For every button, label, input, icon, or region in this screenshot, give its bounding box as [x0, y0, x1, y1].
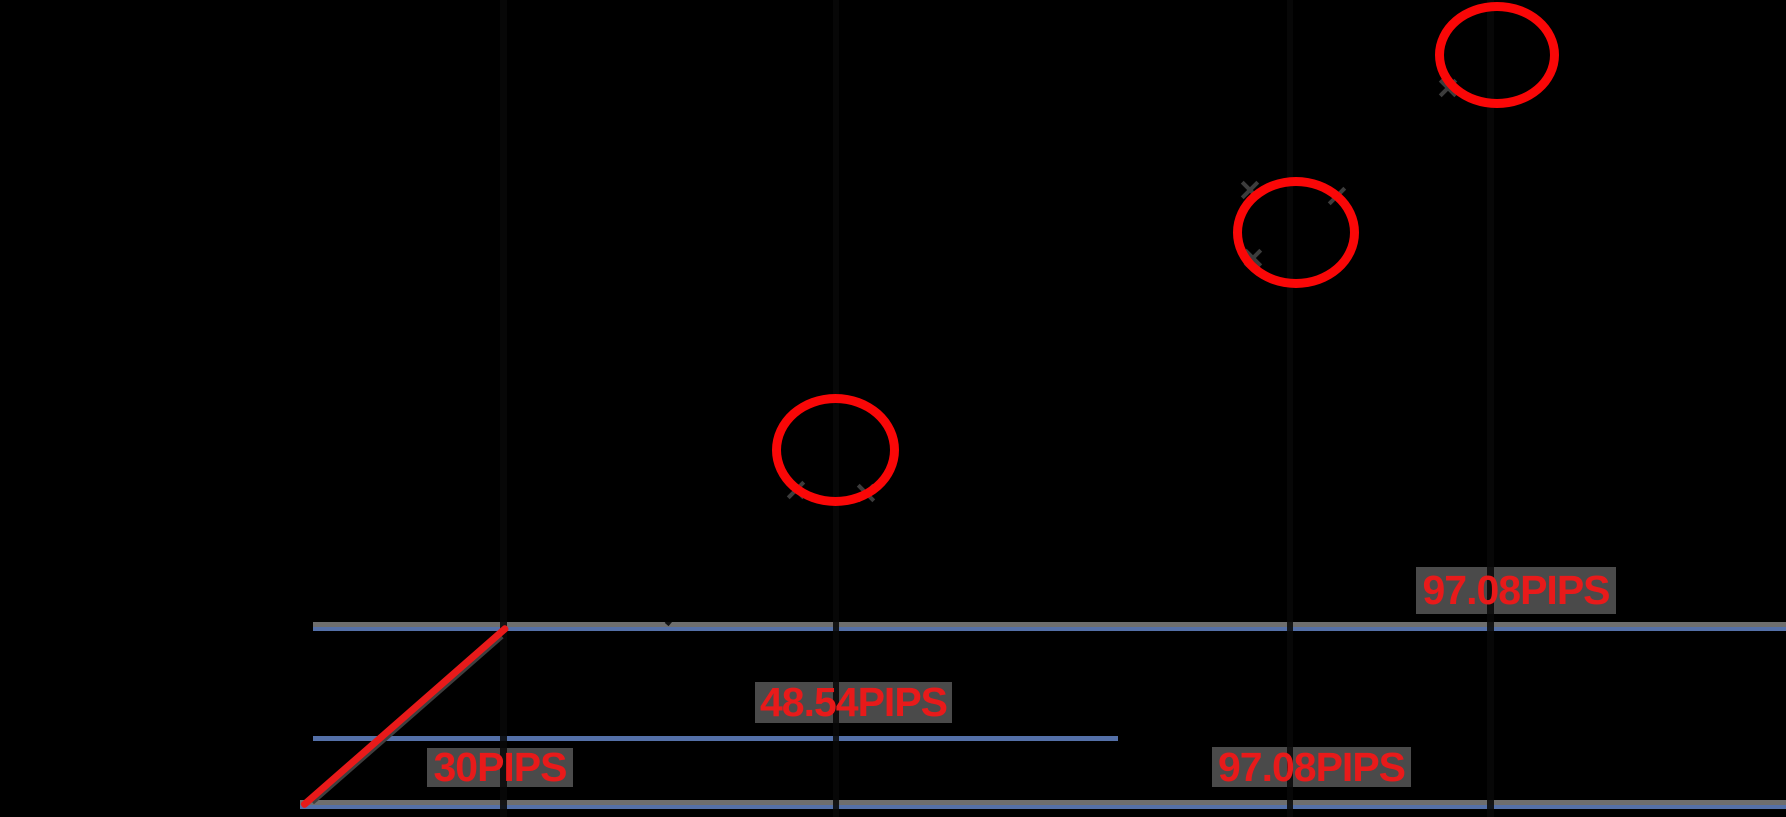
- vertical-gridline: [1287, 0, 1293, 817]
- middle-measure-label: 48.54PIPS: [759, 679, 948, 725]
- bottom-level-line-gray: [300, 800, 1786, 805]
- middle-level-line: [313, 736, 1118, 741]
- upper-level-line: [313, 627, 1786, 631]
- vertical-gridline: [1487, 0, 1494, 817]
- lower-measure-label: 97.08PIPS: [1217, 744, 1406, 790]
- upper-measure-label: 97.08PIPS: [1422, 567, 1610, 613]
- vertical-gridline: [500, 0, 507, 817]
- entry-measure-label: 30PIPS: [433, 744, 567, 790]
- highlight-circle-top: [1435, 2, 1559, 108]
- highlight-circle-middle: [1233, 177, 1359, 288]
- upper-level-line-gray: [313, 622, 1786, 627]
- highlight-circle-lower: [772, 394, 899, 506]
- upper-measure-label-bg: [1416, 567, 1616, 614]
- lower-measure-label-bg: [1212, 747, 1411, 787]
- middle-measure-label-bg: [755, 682, 952, 723]
- bottom-level-line: [300, 805, 1786, 809]
